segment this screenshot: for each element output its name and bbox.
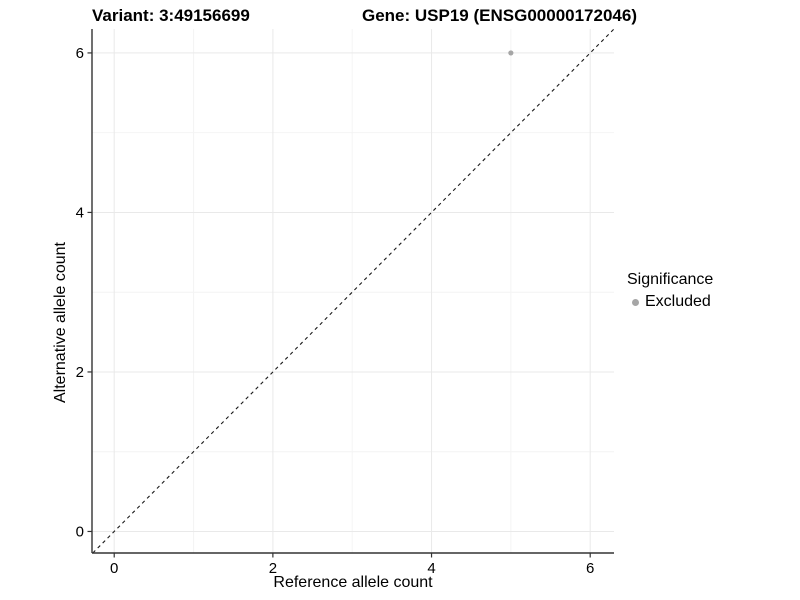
y-tick-label: 0 (76, 523, 84, 540)
legend-entry-excluded: Excluded (627, 293, 713, 311)
y-axis-title: Alternative allele count (52, 242, 69, 403)
x-tick-label: 0 (110, 560, 118, 577)
excluded-dot-icon (632, 298, 639, 306)
y-tick-label: 2 (76, 364, 84, 381)
gene-title: Gene: USP19 (ENSG00000172046) (362, 6, 637, 25)
x-tick-label: 4 (427, 560, 435, 577)
x-axis-title: Reference allele count (273, 574, 433, 591)
data-point (508, 50, 514, 56)
legend: Significance Excluded (627, 271, 713, 311)
y-tick-label: 6 (76, 45, 84, 62)
legend-title: Significance (627, 271, 714, 288)
x-tick-label: 2 (269, 560, 277, 577)
y-tick-label: 4 (76, 204, 84, 221)
legend-entry-label: Excluded (645, 293, 711, 310)
x-tick-label: 6 (586, 560, 594, 577)
variant-title: Variant: 3:49156699 (92, 6, 250, 25)
identity-line (92, 28, 615, 554)
